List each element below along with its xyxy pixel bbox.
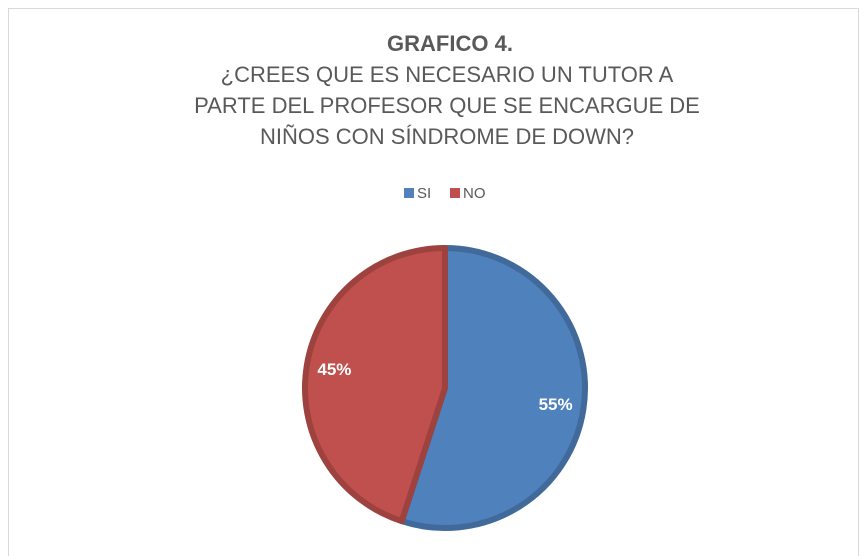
pie-slice: [302, 245, 448, 525]
legend-swatch: [404, 188, 414, 198]
chart-subtitle: NIÑOS CON SÍNDROME DE DOWN?: [260, 124, 634, 149]
chart-subtitle: PARTE DEL PROFESOR QUE SE ENCARGUE DE: [194, 93, 700, 118]
legend-label: SI: [417, 185, 431, 202]
data-label: 55%: [539, 395, 573, 414]
legend-swatch: [450, 188, 460, 198]
chart-subtitle: ¿CREES QUE ES NECESARIO UN TUTOR A: [221, 62, 674, 87]
chart-title: GRAFICO 4.: [387, 31, 513, 56]
legend-label: NO: [463, 185, 486, 202]
data-label: 45%: [317, 360, 351, 379]
